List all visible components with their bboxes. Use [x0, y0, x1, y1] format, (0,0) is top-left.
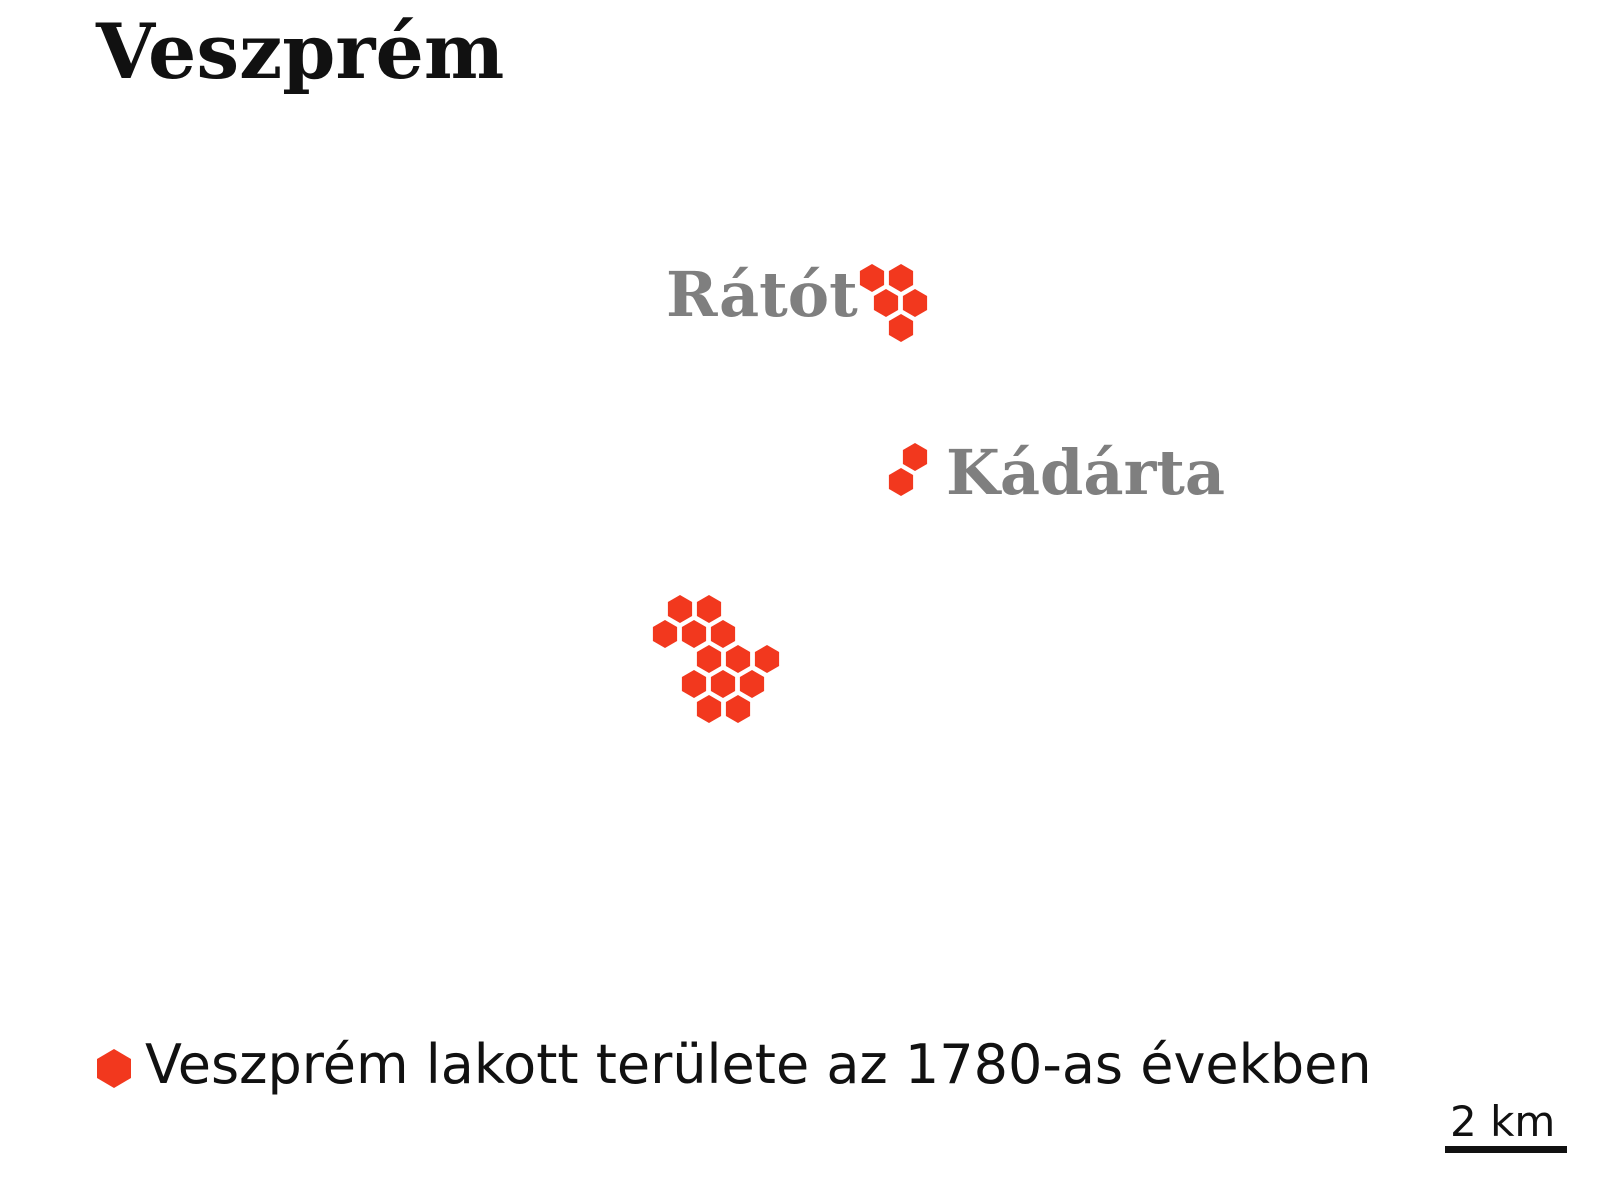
place-label-kadarta: Kádárta	[946, 436, 1225, 509]
settlement-hexagon	[710, 670, 736, 698]
settlement-hexagon	[725, 645, 751, 673]
legend-label: Veszprém lakott területe az 1780-as évek…	[145, 1033, 1372, 1096]
legend: Veszprém lakott területe az 1780-as évek…	[97, 1033, 1372, 1096]
settlement-area-layer	[652, 264, 928, 723]
settlement-hexagon	[696, 645, 722, 673]
settlement-hexagon	[725, 695, 751, 723]
settlement-hexagon	[754, 645, 780, 673]
scale-bar-label: 2 km	[1450, 1097, 1555, 1146]
settlement-hexagon	[681, 620, 707, 648]
settlement-hexagon	[902, 443, 928, 471]
settlement-hexagon	[696, 695, 722, 723]
settlement-hexagon	[710, 620, 736, 648]
settlement-hexagon	[888, 314, 914, 342]
settlement-hexagon	[681, 670, 707, 698]
settlement-hexagon	[859, 264, 885, 292]
map-title: Veszprém	[95, 7, 504, 96]
settlement-kadarta	[888, 443, 928, 496]
settlement-hexagon	[902, 289, 928, 317]
scale-bar: 2 km	[1445, 1097, 1567, 1153]
settlement-hexagon	[888, 264, 914, 292]
settlement-hexagon	[888, 468, 914, 496]
settlement-ratot	[859, 264, 928, 342]
settlement-hexagon	[652, 620, 678, 648]
settlement-hexagon	[696, 595, 722, 623]
settlement-hexagon	[739, 670, 765, 698]
legend-hexagon-icon	[97, 1049, 131, 1088]
settlement-veszprem	[652, 595, 780, 723]
scale-bar-line	[1445, 1146, 1567, 1153]
settlement-hexagon	[667, 595, 693, 623]
settlement-hexagon	[873, 289, 899, 317]
place-label-ratot: Rátót	[666, 258, 858, 331]
